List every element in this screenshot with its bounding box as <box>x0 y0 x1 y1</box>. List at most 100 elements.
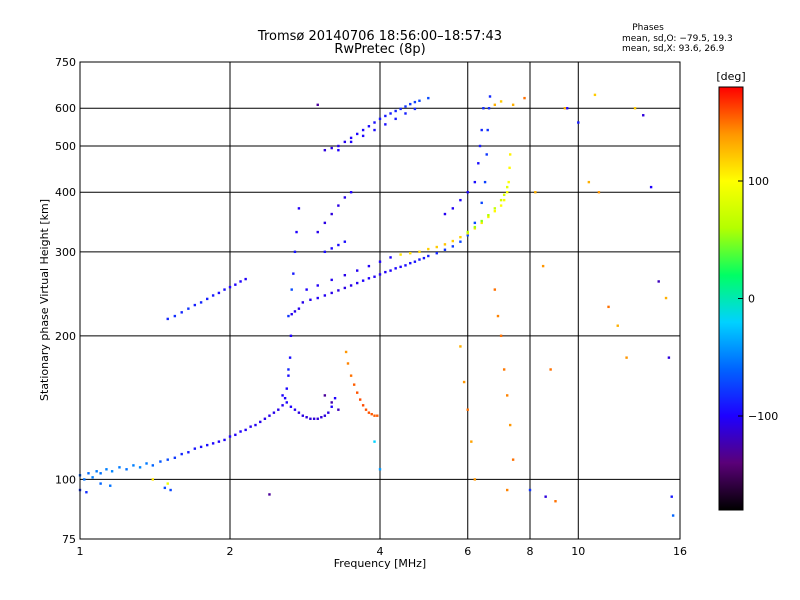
data-point <box>394 117 397 121</box>
data-point <box>642 114 645 117</box>
colorbar-unit: [deg] <box>716 70 745 83</box>
data-point <box>367 264 371 268</box>
data-point <box>288 356 292 359</box>
data-point <box>480 221 483 225</box>
data-point <box>337 243 340 247</box>
data-point <box>485 153 488 156</box>
data-point <box>404 105 407 108</box>
data-point <box>283 396 287 400</box>
data-point <box>316 230 319 234</box>
data-point <box>427 254 430 258</box>
data-point <box>272 411 276 414</box>
x-tick-label: 8 <box>527 545 534 558</box>
data-point <box>384 123 387 126</box>
data-point <box>105 468 108 471</box>
data-point <box>376 414 379 417</box>
data-point <box>173 456 177 459</box>
data-point <box>499 198 503 202</box>
data-point <box>287 368 290 371</box>
data-point <box>180 452 183 456</box>
data-point <box>234 283 237 286</box>
data-point <box>87 472 90 475</box>
data-point <box>166 317 169 321</box>
data-point <box>664 296 668 300</box>
data-point <box>577 121 580 124</box>
data-point <box>443 243 447 246</box>
data-point <box>323 148 327 152</box>
data-point <box>151 464 155 467</box>
data-point <box>187 451 190 454</box>
data-point <box>370 412 373 416</box>
data-point <box>487 215 490 219</box>
data-point <box>337 408 340 411</box>
data-point <box>223 288 226 291</box>
data-point <box>244 428 247 432</box>
data-point <box>451 245 455 248</box>
data-point <box>394 267 397 270</box>
data-point <box>486 128 489 132</box>
data-point <box>330 247 333 250</box>
data-point <box>193 447 197 450</box>
data-point <box>239 280 242 283</box>
x-tick-label: 6 <box>464 545 471 558</box>
y-tick-label: 75 <box>62 533 76 546</box>
data-point <box>459 240 462 243</box>
data-point <box>263 417 267 420</box>
plot-frame <box>79 61 681 540</box>
data-point <box>355 269 359 272</box>
data-point <box>511 103 515 107</box>
x-axis-ticks: 1 2 4 6 8 10 16 <box>77 545 688 558</box>
data-point <box>99 482 102 485</box>
data-point <box>301 414 305 417</box>
x-tick-label: 16 <box>673 545 687 558</box>
data-point <box>466 408 469 411</box>
data-point <box>389 269 392 272</box>
data-point <box>435 252 438 255</box>
data-point <box>205 297 209 301</box>
data-point <box>493 209 497 213</box>
data-point <box>508 423 512 427</box>
data-point <box>301 301 305 304</box>
data-point <box>625 356 628 359</box>
data-point <box>316 284 319 287</box>
data-point <box>435 245 438 249</box>
data-point <box>323 294 327 297</box>
data-point <box>480 219 483 223</box>
y-tick-label: 750 <box>55 56 76 69</box>
data-point <box>389 256 392 259</box>
data-point <box>422 256 426 260</box>
phases-heading: Phases <box>632 23 664 33</box>
data-point <box>95 470 98 473</box>
data-point <box>563 107 567 110</box>
data-point <box>565 107 569 110</box>
data-point <box>173 314 177 318</box>
data-point <box>427 96 430 100</box>
data-point <box>483 180 487 184</box>
data-point <box>234 433 237 437</box>
data-point <box>289 405 293 408</box>
data-point <box>337 289 340 292</box>
data-point <box>394 109 397 113</box>
data-point <box>409 102 412 106</box>
data-point <box>85 491 88 494</box>
x-tick-label: 10 <box>571 545 585 558</box>
data-point <box>349 191 353 194</box>
data-point <box>493 207 497 210</box>
data-point <box>316 296 319 300</box>
x-tick-label: 4 <box>377 545 384 558</box>
data-point <box>99 472 102 475</box>
data-point <box>544 495 547 498</box>
data-point <box>290 288 293 291</box>
data-point <box>323 394 327 397</box>
data-point <box>355 391 359 394</box>
chart-subtitle: RwPretec (8p) <box>334 42 425 57</box>
data-point <box>399 253 402 256</box>
data-point <box>364 408 368 411</box>
data-point <box>281 404 284 407</box>
data-point <box>409 261 412 265</box>
data-point <box>404 112 407 115</box>
data-point <box>159 460 162 463</box>
data-point <box>443 212 447 216</box>
data-point <box>549 368 552 371</box>
